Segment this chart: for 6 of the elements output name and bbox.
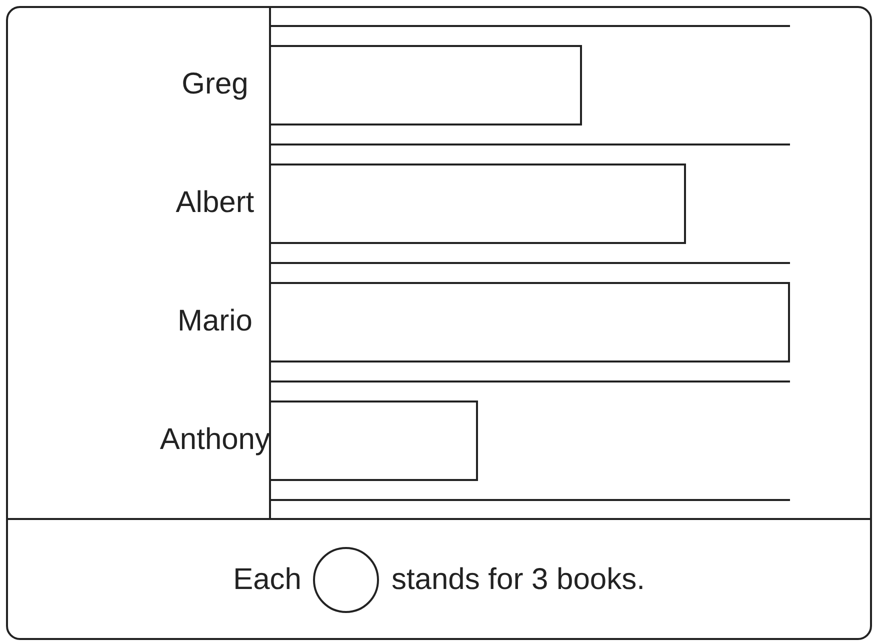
y-tick-label: Anthony xyxy=(160,423,270,456)
y-tick-label: Mario xyxy=(177,304,252,338)
y-tick-label: Albert xyxy=(176,186,255,220)
text: Each xyxy=(233,563,302,597)
text: stands for 3 books. xyxy=(391,563,645,597)
y-tick-label: Greg xyxy=(182,68,248,101)
